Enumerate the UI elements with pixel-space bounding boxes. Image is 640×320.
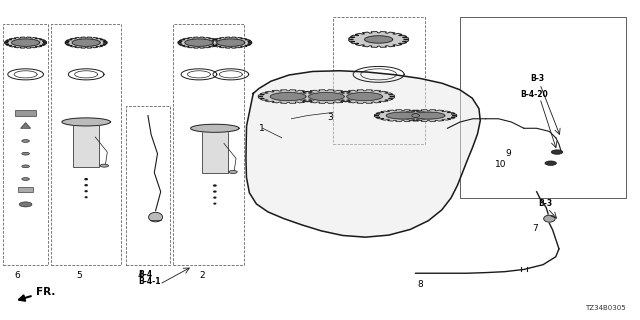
Ellipse shape [85, 185, 87, 186]
Text: TZ34B0305: TZ34B0305 [585, 305, 626, 311]
Ellipse shape [85, 191, 87, 192]
Polygon shape [365, 36, 393, 43]
Polygon shape [73, 122, 99, 167]
Polygon shape [65, 37, 107, 48]
Polygon shape [374, 110, 431, 122]
Polygon shape [258, 90, 318, 103]
Ellipse shape [214, 203, 216, 204]
Polygon shape [202, 128, 228, 173]
Polygon shape [12, 39, 40, 46]
Ellipse shape [545, 161, 556, 165]
Polygon shape [178, 37, 220, 48]
Ellipse shape [416, 112, 440, 119]
Polygon shape [387, 112, 419, 119]
Polygon shape [191, 124, 239, 132]
Polygon shape [246, 71, 480, 237]
Text: 1: 1 [259, 124, 264, 133]
Text: 3: 3 [327, 113, 333, 122]
Text: B-4-20: B-4-20 [521, 90, 548, 99]
Text: 2: 2 [199, 271, 205, 280]
Text: B-3: B-3 [538, 199, 552, 208]
Ellipse shape [543, 215, 555, 222]
Polygon shape [20, 123, 31, 128]
Text: 6: 6 [15, 271, 20, 280]
Text: 10: 10 [495, 160, 506, 169]
Ellipse shape [19, 202, 32, 207]
Polygon shape [185, 39, 213, 46]
Text: B-4-1: B-4-1 [138, 277, 161, 286]
Polygon shape [270, 92, 306, 100]
Text: FR.: FR. [19, 287, 56, 301]
Ellipse shape [85, 179, 87, 180]
Ellipse shape [148, 212, 163, 222]
Ellipse shape [275, 92, 301, 100]
Ellipse shape [314, 92, 339, 100]
Polygon shape [412, 112, 445, 119]
Polygon shape [335, 90, 395, 103]
Ellipse shape [352, 92, 378, 100]
Ellipse shape [551, 150, 563, 154]
Ellipse shape [214, 185, 216, 186]
Ellipse shape [214, 197, 216, 198]
Text: B-3: B-3 [531, 74, 545, 83]
Polygon shape [217, 39, 245, 46]
Ellipse shape [228, 171, 237, 173]
Polygon shape [400, 110, 457, 122]
Polygon shape [210, 37, 252, 48]
Text: 4: 4 [138, 271, 143, 280]
Polygon shape [349, 32, 409, 47]
Ellipse shape [22, 165, 29, 168]
Polygon shape [308, 92, 344, 100]
Text: 9: 9 [506, 148, 511, 157]
Ellipse shape [22, 152, 29, 155]
Text: 8: 8 [418, 280, 424, 289]
Ellipse shape [391, 112, 415, 119]
Ellipse shape [22, 140, 29, 142]
Polygon shape [15, 110, 36, 116]
Polygon shape [347, 92, 383, 100]
Ellipse shape [214, 191, 216, 192]
Polygon shape [18, 187, 33, 192]
Ellipse shape [22, 178, 29, 180]
Ellipse shape [100, 164, 109, 167]
Ellipse shape [85, 197, 87, 198]
Text: 7: 7 [532, 224, 538, 233]
Text: B-4: B-4 [138, 270, 152, 279]
Text: 5: 5 [76, 271, 82, 280]
Polygon shape [62, 118, 110, 126]
Polygon shape [296, 90, 356, 103]
Polygon shape [4, 37, 47, 48]
Polygon shape [72, 39, 100, 46]
